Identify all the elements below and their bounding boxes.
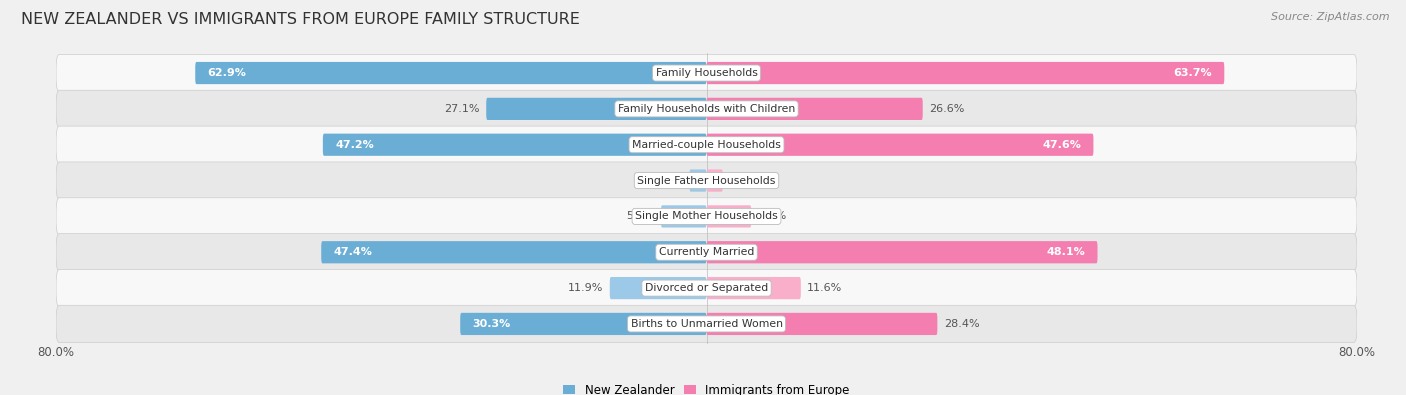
Text: 28.4%: 28.4%	[943, 319, 980, 329]
Text: 11.9%: 11.9%	[568, 283, 603, 293]
FancyBboxPatch shape	[56, 269, 1357, 307]
FancyBboxPatch shape	[610, 277, 707, 299]
Text: Family Households with Children: Family Households with Children	[617, 104, 796, 114]
FancyBboxPatch shape	[707, 169, 723, 192]
FancyBboxPatch shape	[195, 62, 707, 84]
Text: 2.0%: 2.0%	[730, 175, 758, 186]
FancyBboxPatch shape	[56, 162, 1357, 199]
Text: 26.6%: 26.6%	[929, 104, 965, 114]
FancyBboxPatch shape	[707, 277, 801, 299]
FancyBboxPatch shape	[323, 134, 707, 156]
Text: 48.1%: 48.1%	[1046, 247, 1085, 257]
FancyBboxPatch shape	[56, 55, 1357, 92]
FancyBboxPatch shape	[689, 169, 707, 192]
FancyBboxPatch shape	[56, 233, 1357, 271]
FancyBboxPatch shape	[707, 241, 1098, 263]
Text: 27.1%: 27.1%	[444, 104, 479, 114]
Text: 47.4%: 47.4%	[333, 247, 373, 257]
Text: NEW ZEALANDER VS IMMIGRANTS FROM EUROPE FAMILY STRUCTURE: NEW ZEALANDER VS IMMIGRANTS FROM EUROPE …	[21, 12, 579, 27]
FancyBboxPatch shape	[56, 90, 1357, 128]
Legend: New Zealander, Immigrants from Europe: New Zealander, Immigrants from Europe	[558, 379, 855, 395]
Text: 5.5%: 5.5%	[758, 211, 786, 222]
FancyBboxPatch shape	[460, 313, 707, 335]
Text: Births to Unmarried Women: Births to Unmarried Women	[630, 319, 783, 329]
Text: 47.2%: 47.2%	[335, 140, 374, 150]
Text: 63.7%: 63.7%	[1174, 68, 1212, 78]
FancyBboxPatch shape	[707, 134, 1094, 156]
Text: Family Households: Family Households	[655, 68, 758, 78]
Text: 5.6%: 5.6%	[626, 211, 654, 222]
FancyBboxPatch shape	[56, 305, 1357, 342]
Text: 11.6%: 11.6%	[807, 283, 842, 293]
Text: Married-couple Households: Married-couple Households	[633, 140, 780, 150]
FancyBboxPatch shape	[707, 205, 751, 228]
Text: Currently Married: Currently Married	[659, 247, 754, 257]
Text: Divorced or Separated: Divorced or Separated	[645, 283, 768, 293]
Text: 62.9%: 62.9%	[208, 68, 246, 78]
FancyBboxPatch shape	[707, 62, 1225, 84]
FancyBboxPatch shape	[661, 205, 707, 228]
FancyBboxPatch shape	[486, 98, 707, 120]
Text: 30.3%: 30.3%	[472, 319, 510, 329]
FancyBboxPatch shape	[56, 198, 1357, 235]
FancyBboxPatch shape	[707, 313, 938, 335]
Text: 47.6%: 47.6%	[1042, 140, 1081, 150]
FancyBboxPatch shape	[707, 98, 922, 120]
Text: Single Father Households: Single Father Households	[637, 175, 776, 186]
FancyBboxPatch shape	[321, 241, 707, 263]
Text: Source: ZipAtlas.com: Source: ZipAtlas.com	[1271, 12, 1389, 22]
Text: Single Mother Households: Single Mother Households	[636, 211, 778, 222]
Text: 2.1%: 2.1%	[655, 175, 683, 186]
FancyBboxPatch shape	[56, 126, 1357, 164]
